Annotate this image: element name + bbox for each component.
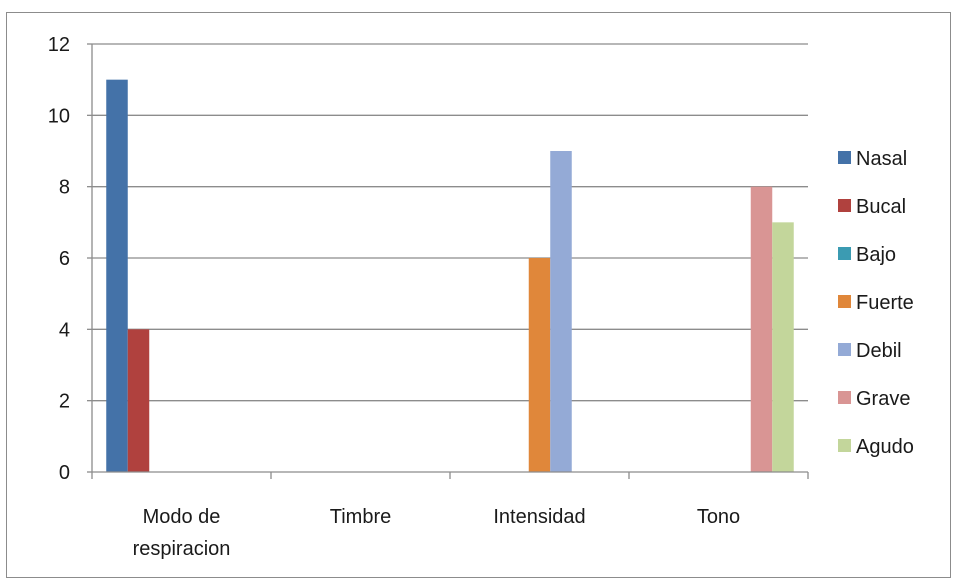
x-category-label: Timbre (330, 506, 391, 528)
legend-swatch (838, 295, 851, 308)
gridlines (92, 43, 808, 402)
legend-swatch (838, 391, 851, 404)
y-tick-label: 2 (59, 391, 70, 413)
legend-swatch (838, 199, 851, 212)
y-tick-label: 4 (59, 319, 70, 341)
bar-nasal (106, 79, 128, 473)
legend-label: Bajo (856, 244, 896, 266)
x-category-label: Tono (697, 506, 740, 528)
y-tick-label: 6 (59, 248, 70, 270)
bars (106, 79, 794, 473)
y-tick-labels: 0 2 4 6 8 10 12 (48, 34, 70, 484)
x-category-labels: Modo de respiracion Timbre Intensidad Tono (133, 506, 741, 560)
y-tick-label: 10 (48, 105, 70, 127)
legend-label: Nasal (856, 148, 907, 170)
legend-label: Bucal (856, 196, 906, 218)
legend-label: Agudo (856, 436, 914, 458)
axes (87, 43, 809, 479)
x-category-label: Modo de (143, 506, 221, 528)
bar-bucal (127, 329, 150, 472)
legend-swatch (838, 151, 851, 164)
bar-debil (550, 151, 572, 472)
bar-grave (750, 186, 773, 472)
y-tick-label: 12 (48, 34, 70, 56)
legend-label: Fuerte (856, 292, 914, 314)
legend-label: Debil (856, 340, 902, 362)
legend: Nasal Bucal Bajo Fuerte Debil Grave Agudo (838, 148, 914, 458)
x-category-label: Intensidad (493, 506, 585, 528)
x-category-label: respiracion (133, 538, 231, 560)
bar-agudo (772, 222, 794, 472)
y-tick-label: 8 (59, 177, 70, 199)
legend-swatch (838, 247, 851, 260)
legend-label: Grave (856, 388, 910, 410)
legend-swatch (838, 343, 851, 356)
legend-swatch (838, 439, 851, 452)
y-tick-label: 0 (59, 462, 70, 484)
bar-fuerte (528, 258, 551, 472)
